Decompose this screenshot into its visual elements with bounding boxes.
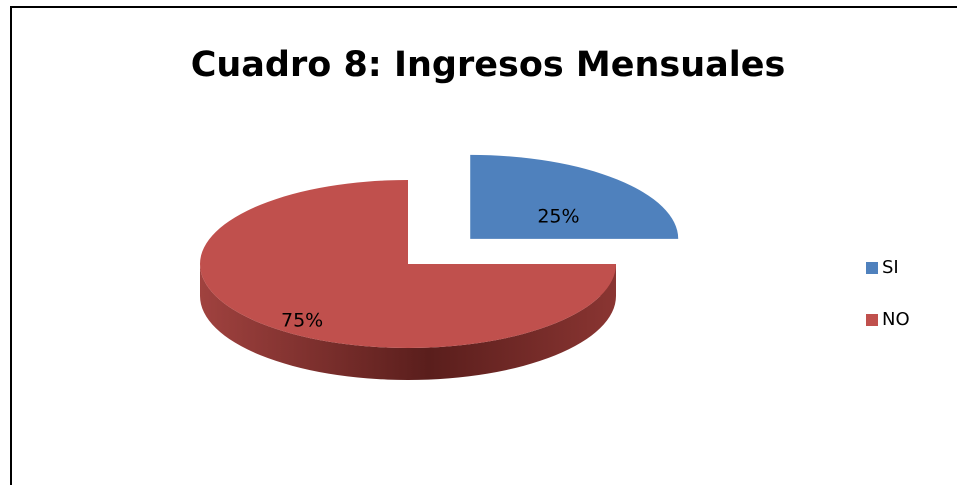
data-label: 25% <box>537 206 579 228</box>
legend-swatch <box>866 314 878 326</box>
chart-title: Cuadro 8: Ingresos Mensuales <box>191 45 786 85</box>
chart-border <box>10 6 957 485</box>
slice <box>200 180 616 348</box>
legend-label: SI <box>882 257 899 278</box>
slice <box>470 154 679 239</box>
slice-side <box>200 264 616 380</box>
legend-label: NO <box>882 309 910 330</box>
data-label: 75% <box>281 309 323 331</box>
legend-swatch <box>866 262 878 274</box>
